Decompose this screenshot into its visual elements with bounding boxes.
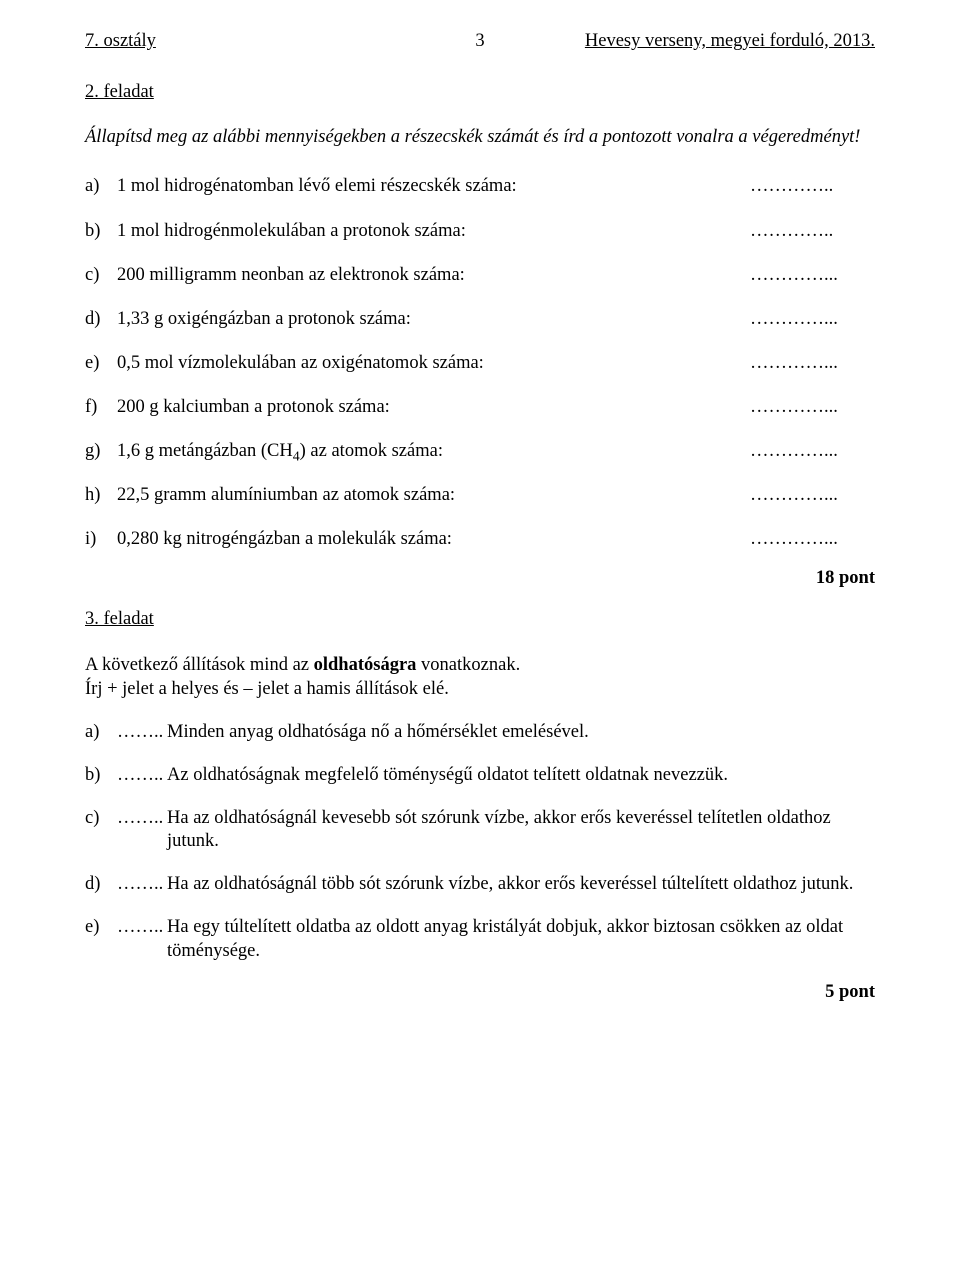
list-item: i) 0,280 kg nitrogéngázban a molekulák s… xyxy=(85,528,875,551)
item-text: Ha az oldhatóságnál több sót szórunk víz… xyxy=(167,873,875,896)
item-text: 1,33 g oxigéngázban a protonok száma: xyxy=(117,308,750,331)
item-letter: b) xyxy=(85,764,117,787)
task3-item-list: a) …….. Minden anyag oldhatósága nő a hő… xyxy=(85,721,875,963)
item-fill[interactable]: …………... xyxy=(750,484,875,507)
item-text: 1 mol hidrogénatomban lévő elemi részecs… xyxy=(117,175,750,198)
task2-heading: 2. feladat xyxy=(85,81,875,104)
item-letter: d) xyxy=(85,873,117,896)
list-item: g) 1,6 g metángázban (CH4) az atomok szá… xyxy=(85,440,875,463)
task3-points: 5 pont xyxy=(85,981,875,1004)
item-text: Minden anyag oldhatósága nő a hőmérsékle… xyxy=(167,721,875,744)
list-item: e) 0,5 mol vízmolekulában az oxigénatomo… xyxy=(85,352,875,375)
task3-intro: A következő állítások mind az oldhatóság… xyxy=(85,653,875,701)
list-item: b) …….. Az oldhatóságnak megfelelő tömén… xyxy=(85,764,875,787)
item-letter: e) xyxy=(85,352,117,375)
item-letter: e) xyxy=(85,916,117,962)
item-fill[interactable]: …….. xyxy=(117,916,167,962)
item-text: Ha egy túltelített oldatba az oldott any… xyxy=(167,916,875,962)
item-letter: i) xyxy=(85,528,117,551)
list-item: c) …….. Ha az oldhatóságnál kevesebb sót… xyxy=(85,807,875,853)
item-text: Az oldhatóságnak megfelelő töménységű ol… xyxy=(167,764,875,787)
item-text: 200 g kalciumban a protonok száma: xyxy=(117,396,750,419)
item-text: 0,280 kg nitrogéngázban a molekulák szám… xyxy=(117,528,750,551)
item-text: 0,5 mol vízmolekulában az oxigénatomok s… xyxy=(117,352,750,375)
item-fill[interactable]: …….. xyxy=(117,764,167,787)
list-item: b) 1 mol hidrogénmolekulában a protonok … xyxy=(85,220,875,243)
item-letter: g) xyxy=(85,440,117,463)
item-letter: c) xyxy=(85,807,117,853)
item-fill[interactable]: …….. xyxy=(117,807,167,853)
list-item: e) …….. Ha egy túltelített oldatba az ol… xyxy=(85,916,875,962)
item-fill[interactable]: …………... xyxy=(750,440,875,463)
item-text: 1,6 g metángázban (CH4) az atomok száma: xyxy=(117,440,750,463)
list-item: a) …….. Minden anyag oldhatósága nő a hő… xyxy=(85,721,875,744)
list-item: f) 200 g kalciumban a protonok száma: ……… xyxy=(85,396,875,419)
list-item: c) 200 milligramm neonban az elektronok … xyxy=(85,264,875,287)
page-header: 7. osztály 3 Hevesy verseny, megyei ford… xyxy=(85,30,875,53)
item-letter: f) xyxy=(85,396,117,419)
item-fill[interactable]: …………... xyxy=(750,308,875,331)
item-letter: h) xyxy=(85,484,117,507)
item-fill[interactable]: …………... xyxy=(750,528,875,551)
task2-points: 18 pont xyxy=(85,567,875,590)
item-fill[interactable]: ………….. xyxy=(750,220,875,243)
item-fill[interactable]: …………... xyxy=(750,264,875,287)
task3-intro-bold: oldhatóságra xyxy=(314,655,417,675)
item-letter: b) xyxy=(85,220,117,243)
list-item: d) …….. Ha az oldhatóságnál több sót szó… xyxy=(85,873,875,896)
header-left: 7. osztály xyxy=(85,30,156,53)
task2-item-list: a) 1 mol hidrogénatomban lévő elemi rész… xyxy=(85,175,875,551)
task3-intro-part2: vonatkoznak. xyxy=(416,655,520,675)
item-fill[interactable]: …………... xyxy=(750,396,875,419)
list-item: d) 1,33 g oxigéngázban a protonok száma:… xyxy=(85,308,875,331)
task3-heading: 3. feladat xyxy=(85,608,875,631)
item-letter: a) xyxy=(85,175,117,198)
item-letter: a) xyxy=(85,721,117,744)
item-fill[interactable]: ………….. xyxy=(750,175,875,198)
item-letter: c) xyxy=(85,264,117,287)
item-text: 200 milligramm neonban az elektronok szá… xyxy=(117,264,750,287)
item-text: 22,5 gramm alumíniumban az atomok száma: xyxy=(117,484,750,507)
item-text: 1 mol hidrogénmolekulában a protonok szá… xyxy=(117,220,750,243)
task3-intro-line2: Írj + jelet a helyes és – jelet a hamis … xyxy=(85,679,449,699)
list-item: a) 1 mol hidrogénatomban lévő elemi rész… xyxy=(85,175,875,198)
header-page-number: 3 xyxy=(475,30,484,53)
item-fill[interactable]: …….. xyxy=(117,873,167,896)
list-item: h) 22,5 gramm alumíniumban az atomok szá… xyxy=(85,484,875,507)
task2-intro: Állapítsd meg az alábbi mennyiségekben a… xyxy=(85,126,875,149)
item-text: Ha az oldhatóságnál kevesebb sót szórunk… xyxy=(167,807,875,853)
item-letter: d) xyxy=(85,308,117,331)
task3-intro-part1: A következő állítások mind az xyxy=(85,655,314,675)
header-right: Hevesy verseny, megyei forduló, 2013. xyxy=(585,30,875,53)
item-fill[interactable]: …………... xyxy=(750,352,875,375)
item-fill[interactable]: …….. xyxy=(117,721,167,744)
